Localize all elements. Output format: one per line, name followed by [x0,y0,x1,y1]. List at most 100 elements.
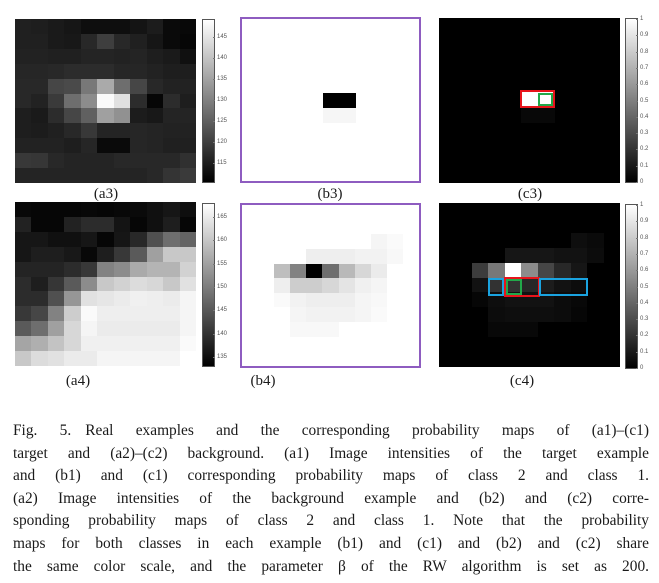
heatmap-cell [15,321,32,337]
heatmap-cell [130,276,147,292]
heatmap-cell [64,216,81,232]
heatmap-cell [603,232,620,248]
heatmap-cell [354,278,371,293]
heatmap-cell [97,351,114,366]
heatmap-cell [163,138,180,154]
heatmap-cell [163,336,180,352]
heatmap-cell [386,292,403,308]
heatmap-cell [290,351,307,366]
heatmap-cell [64,276,81,292]
heatmap-cell [439,307,456,323]
heatmap-cell [80,261,98,277]
heatmap-cell [113,153,131,169]
heatmap-cell [80,306,98,322]
heatmap-cell [64,202,81,217]
heatmap-cell [570,262,588,278]
colorbar-tick-mark [213,334,215,335]
heatmap-cell [80,168,98,183]
colorbar-tick-label: 0.9 [640,218,649,224]
label-b3: (b3) [317,186,343,202]
heatmap-cell [338,234,355,249]
heatmap-cell [64,168,81,183]
heatmap-cell [306,219,323,235]
heatmap-cell [179,123,196,139]
heatmap-cell [130,123,147,139]
heatmap-cell [402,307,419,323]
heatmap-cell [47,276,65,292]
heatmap-cell [15,78,32,94]
colorbar-tick-label: 140 [217,55,228,61]
heatmap-cell [146,306,164,322]
heatmap-cell [47,138,65,154]
colorbar-tick-label: 0.3 [640,316,649,322]
heatmap-cell [146,123,164,139]
heatmap-cell [274,263,291,279]
heatmap-cell [47,336,65,352]
heatmap-cell [80,33,98,49]
heatmap-cell [504,322,522,338]
heatmap-cell [290,263,307,279]
heatmap-cell [64,19,81,34]
heatmap-cell [97,153,114,169]
heatmap-cell [146,351,164,366]
heatmap-cell [80,153,98,169]
heatmap-cell [338,248,355,264]
heatmap-cell [386,219,403,235]
heatmap-cell [163,123,180,139]
colorbar-tick-mark [636,319,638,320]
heatmap-cell [504,262,522,278]
colorbar-tick-label: 150 [217,284,228,290]
heatmap-cell [15,261,32,277]
colorbar-tick-label: 120 [217,139,228,145]
heatmap-cell [439,337,456,353]
heatmap-cell [130,202,147,217]
colorbar-tick-mark [636,270,638,271]
heatmap-cell [15,231,32,247]
heatmap-cell [386,307,403,323]
heatmap-cell [488,262,505,278]
caption-line-5: sponding probability maps of class 2 and… [13,512,649,530]
heatmap-cell [47,351,65,366]
heatmap-cell [488,247,505,263]
colorbar-tick-mark [213,310,215,311]
heatmap-cell [537,247,555,263]
heatmap-cell [322,234,339,249]
colorbar-tick-mark [213,121,215,122]
heatmap-cell [179,93,196,109]
heatmap-cell [554,203,571,218]
heatmap-cell [504,337,522,353]
heatmap-cell [338,307,355,323]
colorbar-tick-mark [213,163,215,164]
heatmap-cell [370,219,387,235]
heatmap-cell [338,263,355,279]
heatmap-cell [80,202,98,217]
heatmap-cell [113,19,131,34]
heatmap-cell [587,337,604,353]
heatmap-cell [64,153,81,169]
heatmap-cell [603,322,620,338]
heatmap-cell [439,292,456,308]
heatmap-cell [113,336,131,352]
heatmap-cell [471,203,489,218]
heatmap-cell [163,168,180,183]
heatmap-cell [455,232,472,248]
heatmap-cell [587,307,604,323]
heatmap-cell [146,153,164,169]
heatmap-cell [570,352,588,367]
colorbar-tick-label: 145 [217,307,228,313]
heatmap-cell [15,48,32,64]
heatmap-cell [113,63,131,79]
colorbar-tick-label: 145 [217,34,228,40]
heatmap-cell [290,248,307,264]
heatmap-cell [146,33,164,49]
heatmap-cell [504,352,522,367]
heatmap-cell [47,168,65,183]
heatmap-cell [80,108,98,124]
heatmap-cell [504,232,522,248]
heatmap-cell [97,48,114,64]
colorbar-tick-label: 155 [217,261,228,267]
b3-faint-block [323,108,356,123]
heatmap-cell [31,33,48,49]
heatmap-cell [488,217,505,233]
heatmap-cell [603,217,620,233]
